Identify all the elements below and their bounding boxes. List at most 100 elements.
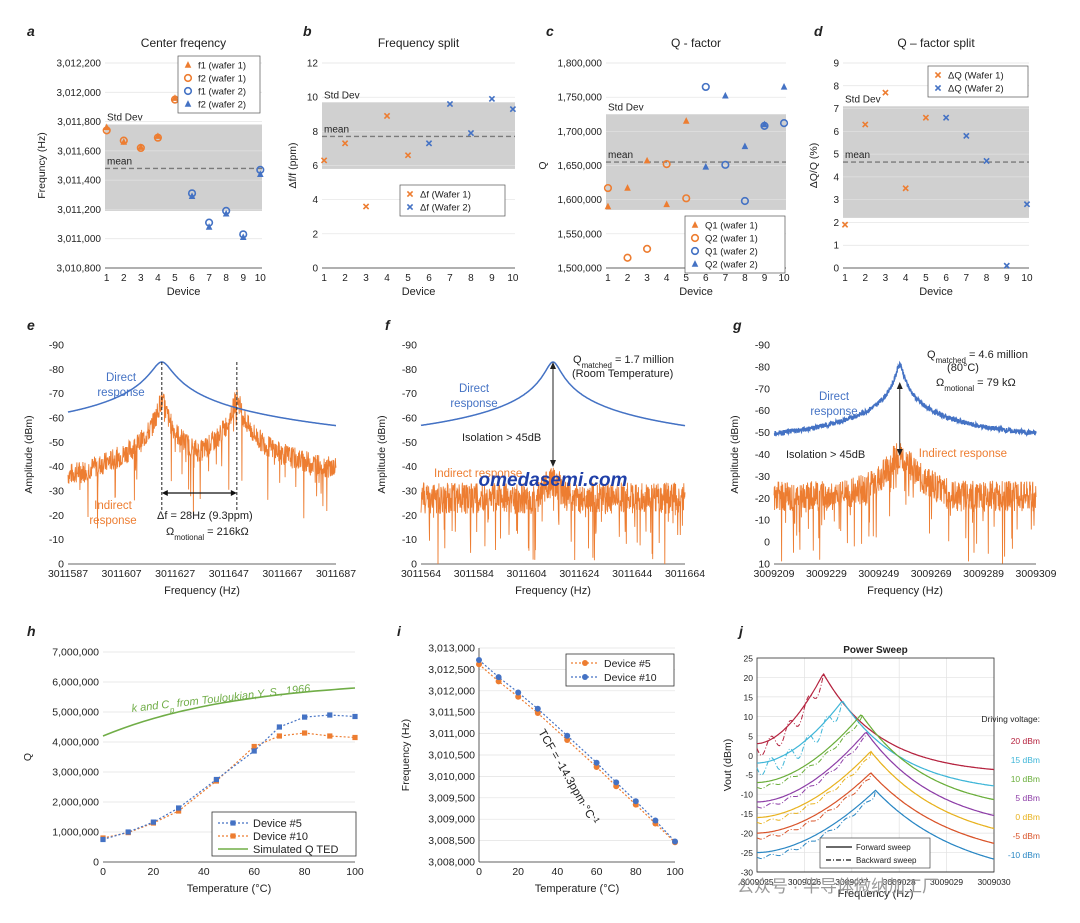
data-point: [702, 162, 710, 170]
x-tick-label: 0: [100, 866, 106, 878]
x-axis-label: Device: [167, 286, 201, 298]
panel-letter: c: [546, 23, 554, 39]
x-tick-label: 3011607: [102, 568, 142, 580]
x-tick-label: 10: [778, 273, 790, 284]
y-tick-label: -10: [402, 534, 417, 546]
panel-letter: e: [27, 317, 35, 333]
x-tick-label: 10: [255, 273, 267, 284]
panel-letter: f: [385, 317, 391, 333]
legend-box: [565, 653, 675, 687]
y-tick-label: -80: [755, 361, 770, 373]
driving-voltage-label: 15 dBm: [1011, 755, 1040, 765]
data-point: [613, 779, 620, 786]
x-tick-label: 40: [552, 866, 564, 878]
y-tick-label: 7: [833, 104, 839, 115]
y-tick-label: 3,010,800: [57, 264, 102, 275]
x-tick-label: 5: [683, 273, 689, 284]
panel-letter: b: [303, 23, 312, 39]
y-axis-label: Frequency (Hz): [400, 719, 412, 791]
y-tick-label: 10: [307, 93, 319, 104]
data-point: [779, 119, 789, 128]
x-tick-label: 9: [240, 273, 246, 284]
y-tick-label: 20: [744, 673, 754, 683]
y-tick-label: -50: [49, 437, 64, 449]
legend-label: Q1 (wafer 1): [705, 221, 758, 232]
y-tick-label: 10: [744, 712, 754, 722]
x-tick-label: 3009030: [977, 877, 1010, 887]
data-point: [404, 152, 412, 159]
y-tick-label: 25: [744, 654, 754, 664]
legend-label: Device #5: [604, 658, 651, 670]
y-tick-label: 15: [744, 692, 754, 702]
x-tick-label: 80: [299, 866, 311, 878]
y-tick-label: 12: [307, 59, 319, 70]
data-point: [150, 819, 156, 825]
y-tick-label: 3,000,000: [52, 767, 99, 779]
x-tick-label: 3009029: [930, 877, 963, 887]
data-point: [352, 713, 358, 720]
indirect-response-line: [67, 389, 337, 529]
x-tick-label: 20: [512, 866, 524, 878]
forward-sweep-line: [756, 732, 995, 817]
chart-title: Center freqency: [141, 36, 226, 50]
data-point: [100, 836, 106, 843]
data-point: [425, 140, 433, 147]
motional-annotation: Ωmotional = 216kΩ: [166, 526, 249, 542]
y-tick-label: 0: [411, 559, 417, 571]
legend-label: Forward sweep: [856, 843, 911, 852]
legend-label: f1 (wafer 1): [198, 61, 246, 72]
backward-sweep-line: [756, 750, 995, 829]
data-point: [780, 83, 788, 90]
x-tick-label: 60: [591, 866, 603, 878]
legend-marker: [691, 260, 699, 267]
legend-label: Δf (Wafer 1): [420, 190, 471, 201]
y-tick-label: 4,000,000: [52, 737, 99, 749]
y-tick-label: 0: [764, 537, 770, 549]
y-tick-label: 3,012,500: [428, 664, 475, 676]
y-tick-label: 3,008,000: [428, 857, 475, 869]
legend-label: Δf (Wafer 2): [420, 203, 471, 214]
y-tick-label: 7,000,000: [52, 647, 99, 659]
x-tick-label: 7: [206, 273, 212, 284]
data-point: [495, 678, 502, 685]
x-tick-label: 9: [762, 273, 768, 284]
panel-letter: d: [814, 23, 823, 39]
y-tick-label: 3,009,000: [428, 814, 475, 826]
y-tick-label: -10: [741, 790, 754, 800]
x-tick-label: 8: [984, 273, 990, 284]
x-tick-label: 1: [321, 273, 327, 284]
y-tick-label: 0: [833, 264, 839, 275]
y-tick-label: -20: [402, 510, 417, 522]
x-tick-label: 1: [104, 273, 110, 284]
series-line: [102, 732, 356, 839]
direct-label: Direct: [459, 383, 490, 395]
y-tick-label: 3,010,500: [428, 750, 475, 762]
driving-voltage-label: 5 dBm: [1015, 793, 1040, 803]
data-point: [352, 734, 358, 741]
annotation-part: matched: [582, 361, 612, 370]
indirect-response-line: [420, 467, 686, 565]
x-tick-label: 3011584: [454, 568, 494, 580]
driving-voltage-label: 20 dBm: [1011, 736, 1040, 746]
y-tick-label: -25: [741, 848, 754, 858]
panel-h: 0 1,000,000 2,000,000 3,000,000 4,000,000 5,0…: [22, 647, 364, 896]
x-tick-label: 7: [447, 273, 453, 284]
x-tick-label: 3011687: [316, 568, 356, 580]
y-tick-label: 3,012,200: [57, 59, 102, 70]
legend-label: Device #10: [253, 831, 308, 843]
data-point: [251, 743, 257, 750]
x-tick-label: 10: [1021, 273, 1033, 284]
mean-label: mean: [324, 124, 349, 135]
y-axis-label: Amplitude (dBm): [23, 415, 35, 493]
isolation-label: Isolation > 45dB: [786, 449, 865, 461]
panel-letter: a: [27, 23, 35, 39]
direct-label: response: [97, 387, 144, 399]
data-point: [276, 733, 282, 739]
direct-label: response: [450, 398, 497, 410]
y-axis-label: Amplitude (dBm): [376, 415, 388, 493]
data-point: [701, 82, 710, 92]
y-tick-label: -80: [49, 364, 64, 376]
annotation-part: = 4.6 million: [966, 349, 1028, 361]
series-line: [478, 663, 676, 843]
